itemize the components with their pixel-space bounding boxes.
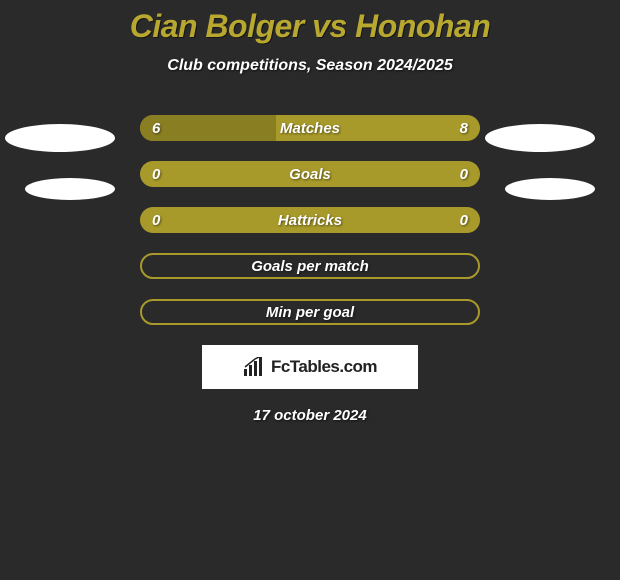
stat-right-value: 0 bbox=[460, 161, 468, 187]
chart-icon bbox=[243, 357, 265, 377]
side-ellipse bbox=[25, 178, 115, 200]
stat-label: Matches bbox=[140, 115, 480, 141]
footer-date: 17 october 2024 bbox=[0, 407, 620, 424]
side-ellipse bbox=[485, 124, 595, 152]
stat-label: Goals per match bbox=[140, 253, 480, 279]
page-subtitle: Club competitions, Season 2024/2025 bbox=[0, 57, 620, 75]
stat-row: Hattricks0 0 bbox=[140, 207, 480, 233]
stat-row: Matches6 8 bbox=[140, 115, 480, 141]
page-title: Cian Bolger vs Honohan bbox=[0, 0, 620, 45]
stat-left-value: 0 bbox=[152, 207, 160, 233]
stat-label: Min per goal bbox=[140, 299, 480, 325]
stat-left-value: 6 bbox=[152, 115, 160, 141]
stat-right-value: 8 bbox=[460, 115, 468, 141]
stat-right-value: 0 bbox=[460, 207, 468, 233]
stat-row: Goals0 0 bbox=[140, 161, 480, 187]
stat-label: Hattricks bbox=[140, 207, 480, 233]
side-ellipse bbox=[5, 124, 115, 152]
stat-left-value: 0 bbox=[152, 161, 160, 187]
stat-label: Goals bbox=[140, 161, 480, 187]
stat-row: Min per goal bbox=[140, 299, 480, 325]
brand-text: FcTables.com bbox=[271, 357, 377, 377]
brand-box[interactable]: FcTables.com bbox=[202, 345, 418, 389]
stat-row: Goals per match bbox=[140, 253, 480, 279]
side-ellipse bbox=[505, 178, 595, 200]
